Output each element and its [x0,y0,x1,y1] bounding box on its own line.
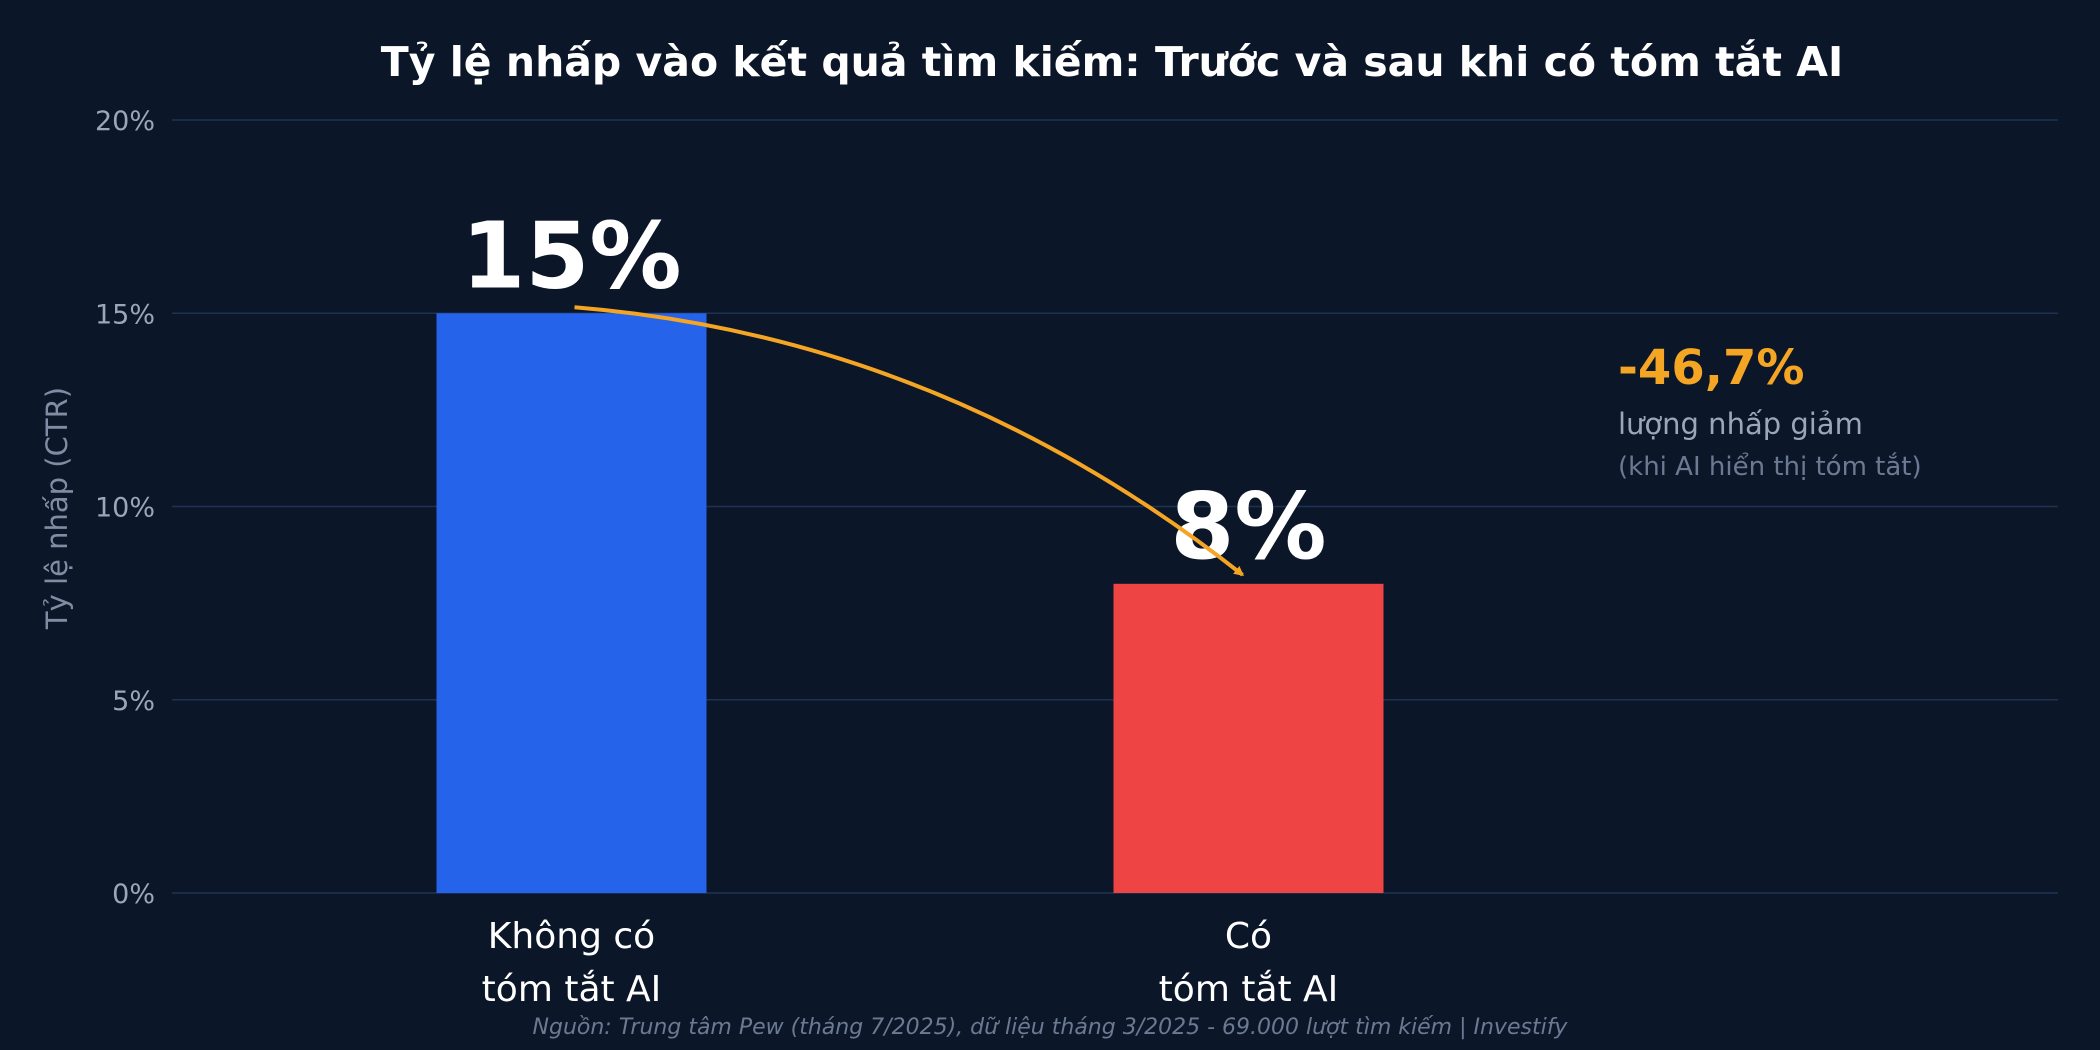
change-description: lượng nhấp giảm [1618,407,1863,441]
change-arrow-group [574,305,1245,577]
y-tick-label: 15% [95,299,155,330]
y-tick-label: 5% [112,686,155,717]
y-axis-ticks: 0% 5% 10% 15% 20% [95,106,155,910]
bar [436,313,707,893]
y-tick-label: 10% [95,493,155,524]
change-percent: -46,7% [1618,340,1804,396]
bar-value-label: 8% [1170,473,1326,580]
category-label: tóm tắt AI [482,969,662,1010]
y-tick-label: 20% [95,106,155,137]
category-label: tóm tắt AI [1159,969,1339,1010]
chart-title: Tỷ lệ nhấp vào kết quả tìm kiếm: Trước v… [381,38,1843,86]
y-axis-label: Tỷ lệ nhấp (CTR) [40,387,74,630]
change-arrow [574,305,1245,577]
change-note: (khi AI hiển thị tóm tắt) [1618,451,1922,482]
change-annotation: -46,7% lượng nhấp giảm (khi AI hiển thị … [1618,340,1922,482]
bars: 15% Không có tóm tắt AI 8% Có tóm tắt AI [436,202,1384,1010]
y-tick-label: 0% [112,879,155,910]
category-label: Không có [488,916,655,957]
category-label: Có [1225,916,1272,957]
source-note: Nguồn: Trung tâm Pew (tháng 7/2025), dữ … [533,1015,1569,1040]
bar [1113,583,1384,893]
bar-value-label: 15% [461,202,681,309]
